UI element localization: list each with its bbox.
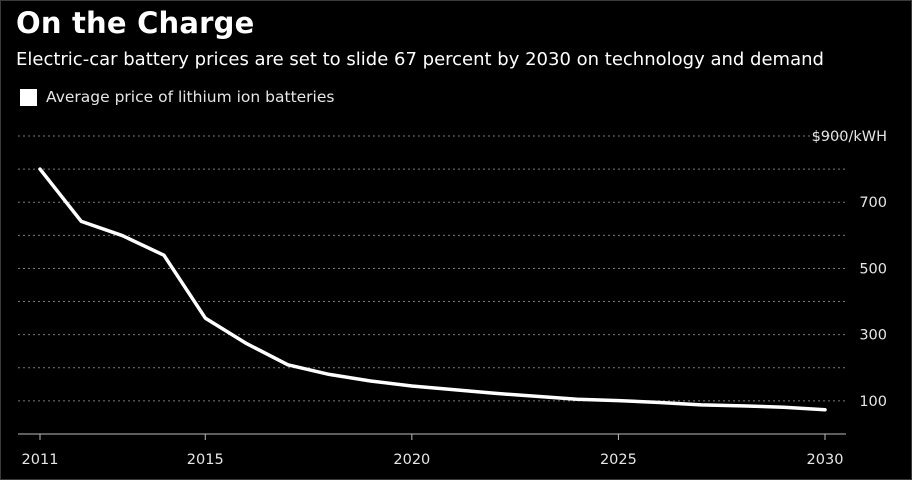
y-tick-label-900: $900/kWH — [812, 129, 887, 145]
chart-subtitle: Electric-car battery prices are set to s… — [16, 49, 824, 70]
x-tick-label-2030: 2030 — [807, 452, 844, 468]
series-line-lithium-ion-price — [38, 167, 827, 412]
legend-swatch — [20, 88, 37, 106]
y-tick-label-300: 300 — [859, 328, 887, 344]
x-tick-label-2020: 2020 — [393, 452, 430, 468]
x-tick-label-2015: 2015 — [187, 452, 224, 468]
y-ticks: 100 300 500 700 $900/kWH — [812, 129, 887, 410]
legend-label: Average price of lithium ion batteries — [46, 88, 335, 106]
x-tick-label-2025: 2025 — [600, 452, 637, 468]
y-tick-label-100: 100 — [859, 394, 887, 410]
x-ticks: 2011 2015 2020 2025 2030 — [22, 434, 844, 468]
chart-title: On the Charge — [16, 6, 255, 40]
y-tick-label-500: 500 — [859, 261, 887, 277]
gridlines — [18, 135, 846, 402]
y-tick-label-700: 700 — [859, 195, 887, 211]
x-tick-label-2011: 2011 — [22, 452, 59, 468]
legend: Average price of lithium ion batteries — [20, 88, 334, 106]
